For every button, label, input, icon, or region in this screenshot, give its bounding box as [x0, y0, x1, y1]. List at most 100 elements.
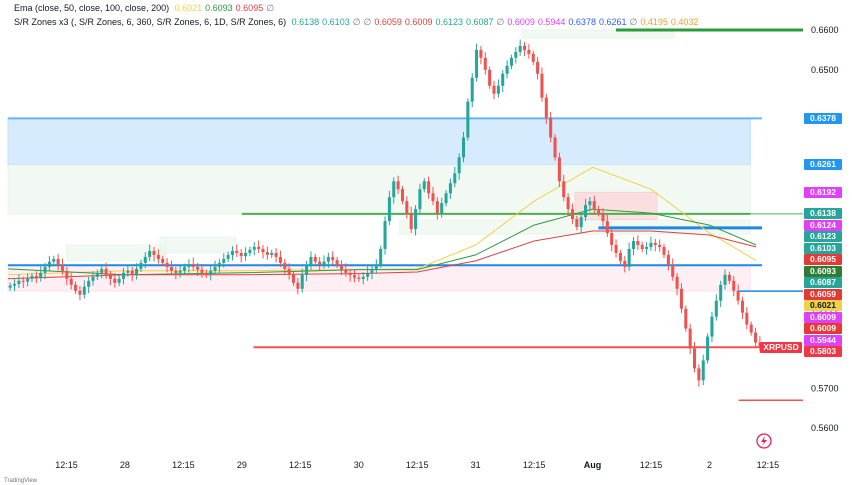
candle	[379, 245, 383, 269]
candle	[701, 354, 705, 386]
tradingview-brand: TradingView	[4, 478, 38, 484]
candle	[387, 190, 391, 226]
candle	[514, 47, 518, 64]
candle	[30, 272, 34, 282]
candle	[169, 260, 173, 275]
candle	[466, 98, 470, 141]
legend-value: 0.6095	[235, 3, 264, 13]
candle	[13, 279, 17, 292]
candle	[370, 264, 374, 280]
candle	[296, 278, 300, 295]
candle	[47, 256, 51, 272]
legend-value: 0.6059	[374, 17, 402, 27]
candle	[87, 276, 91, 294]
candles	[8, 39, 762, 387]
candle	[326, 252, 330, 269]
candle	[139, 259, 143, 273]
candle	[605, 214, 609, 238]
x-tick-label: Aug	[584, 460, 602, 470]
candle	[457, 153, 461, 180]
x-tick-label: 12:15	[289, 460, 312, 470]
legend-value: ∅	[496, 17, 505, 27]
sr-zone	[574, 191, 658, 220]
candle	[348, 268, 352, 282]
symbol-tag: XRPUSD	[760, 341, 802, 353]
legend-value: 0.6093	[205, 3, 233, 13]
legend-value: ∅	[629, 17, 638, 27]
candle	[575, 215, 579, 231]
candle	[518, 39, 522, 56]
candle	[165, 258, 169, 273]
candle	[309, 251, 313, 270]
candle	[322, 255, 326, 269]
candle	[653, 238, 657, 252]
candle	[579, 212, 583, 233]
x-tick-label: 29	[237, 460, 247, 470]
candle	[261, 244, 265, 259]
candle	[623, 256, 627, 273]
candle	[453, 166, 457, 188]
candle	[527, 44, 531, 59]
candle	[113, 273, 117, 288]
candle	[331, 251, 335, 265]
legend-ema[interactable]: Ema (close, 50, close, 100, close, 200) …	[14, 3, 280, 14]
candle	[588, 197, 592, 212]
candle	[305, 260, 309, 282]
candle	[488, 66, 492, 89]
alert-icon[interactable]	[756, 433, 772, 449]
candle	[60, 258, 65, 275]
candle	[444, 190, 448, 207]
legend-ema-label: Ema (close, 50, close, 100, close, 200)	[14, 3, 170, 13]
y-tick-label: 0.5600	[811, 423, 839, 433]
legend-value: ∅	[352, 17, 361, 27]
candle	[562, 174, 566, 202]
candle	[95, 269, 99, 280]
candle	[435, 197, 439, 220]
candle	[396, 175, 400, 195]
candle	[178, 265, 182, 278]
candle	[91, 271, 95, 286]
candle	[675, 272, 679, 296]
candle	[244, 247, 248, 261]
legend-sr[interactable]: S/R Zones x3 (, S/R Zones, 6, 360, S/R Z…	[14, 17, 704, 28]
candle	[544, 93, 548, 124]
candle	[21, 276, 25, 288]
candle	[108, 270, 112, 286]
candle	[692, 342, 697, 373]
candle	[723, 269, 727, 290]
candle	[156, 249, 160, 264]
candle	[357, 274, 361, 282]
candle	[383, 216, 387, 255]
legend-value: 0.4032	[670, 17, 699, 27]
candle	[448, 178, 452, 199]
candle	[597, 205, 601, 217]
x-tick-label: 12:15	[640, 460, 663, 470]
candle	[196, 262, 200, 277]
candle	[522, 41, 527, 57]
candle	[82, 280, 86, 299]
candle	[252, 242, 256, 256]
candle	[278, 250, 282, 267]
candle	[187, 259, 191, 273]
candle	[649, 236, 653, 251]
candle	[422, 178, 426, 193]
candle	[710, 311, 714, 343]
x-tick-label: 2	[707, 460, 712, 470]
candle	[318, 256, 322, 271]
sr-zone	[521, 29, 675, 39]
price-label: 0.6103	[804, 242, 842, 254]
legend-value: 0.6138	[291, 17, 320, 27]
candle	[531, 50, 535, 66]
candle	[392, 177, 396, 204]
candle	[43, 262, 47, 280]
price-label: 0.6009	[804, 323, 842, 335]
x-tick-label: 12:15	[172, 460, 195, 470]
candle	[335, 256, 339, 269]
candle	[217, 258, 221, 274]
candle	[248, 246, 252, 257]
candle	[78, 285, 82, 301]
price-label: 0.5944	[804, 334, 842, 346]
x-tick-label: 30	[354, 460, 364, 470]
legend-sr-label: S/R Zones x3 (, S/R Zones, 6, 360, S/R Z…	[14, 17, 287, 27]
